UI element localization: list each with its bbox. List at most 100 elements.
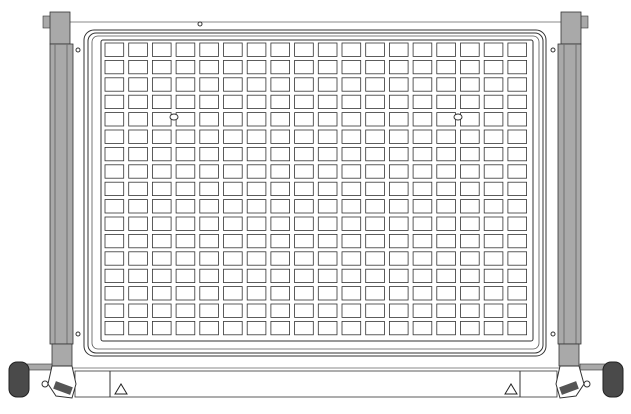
- grid-cell: [317, 42, 338, 57]
- grid-cell: [175, 60, 196, 75]
- grid-cell: [436, 216, 456, 231]
- grid-cell: [151, 146, 172, 162]
- grid-cell: [104, 268, 125, 284]
- cell-grid: [104, 42, 527, 336]
- grid-cell: [507, 112, 527, 127]
- grid-cell: [341, 181, 362, 196]
- grid-cell: [175, 199, 196, 214]
- grid-cell: [365, 164, 385, 179]
- bottom-base: [40, 367, 590, 398]
- grid-cell: [151, 60, 172, 75]
- grid-cell: [483, 216, 504, 231]
- grid-cell: [223, 164, 243, 179]
- side-hole: [75, 47, 81, 53]
- grid-cell: [175, 233, 196, 249]
- grid-cell: [507, 233, 527, 249]
- grid-cell: [223, 112, 243, 127]
- grid-cell: [199, 164, 219, 179]
- grid-cell: [341, 129, 362, 144]
- grid-cell: [151, 94, 172, 109]
- grid-cell: [104, 112, 125, 127]
- grid-cell: [317, 286, 338, 301]
- grid-cell: [104, 286, 125, 301]
- grid-cell: [270, 112, 290, 127]
- grid-cell: [412, 94, 433, 109]
- grid-cell: [151, 164, 172, 179]
- grid-cell: [294, 286, 314, 301]
- grid-cell: [483, 233, 504, 249]
- grid-cell: [341, 286, 362, 301]
- grid-cell: [507, 60, 527, 75]
- grid-cell: [436, 129, 456, 144]
- grid-cell: [151, 42, 172, 57]
- grid-cell: [128, 268, 148, 284]
- grid-cell: [341, 164, 362, 179]
- panel-inner-frame: [100, 39, 534, 342]
- grid-cell: [199, 233, 219, 249]
- grid-cell: [341, 216, 362, 231]
- grid-cell: [460, 94, 480, 109]
- grid-cell: [294, 199, 314, 214]
- grid-cell: [104, 320, 125, 336]
- grid-cell: [388, 77, 409, 92]
- grid-cell: [317, 199, 338, 214]
- grid-cell: [246, 303, 267, 318]
- grid-cell: [412, 129, 433, 144]
- grid-cell: [317, 268, 338, 284]
- grid-cell: [317, 320, 338, 336]
- grid-cell: [412, 164, 433, 179]
- top-hole: [197, 21, 203, 27]
- grid-cell: [246, 129, 267, 144]
- grid-cell: [175, 268, 196, 284]
- grid-cell: [388, 199, 409, 214]
- grid-cell: [436, 164, 456, 179]
- grid-cell: [483, 112, 504, 127]
- grid-cell: [341, 112, 362, 127]
- grid-cell: [507, 199, 527, 214]
- grid-cell: [436, 112, 456, 127]
- grid-cell: [246, 320, 267, 336]
- grid-cell: [507, 164, 527, 179]
- grid-cell: [365, 60, 385, 75]
- grid-cell: [388, 181, 409, 196]
- warning-triangle-icon: [504, 383, 518, 395]
- grid-cell: [104, 164, 125, 179]
- grid-cell: [104, 42, 125, 57]
- grid-cell: [341, 303, 362, 318]
- right-roller: [602, 361, 624, 398]
- grid-cell: [223, 60, 243, 75]
- grid-cell: [199, 146, 219, 162]
- grid-cell: [412, 320, 433, 336]
- grid-cell: [270, 251, 290, 266]
- grid-cell: [294, 181, 314, 196]
- grid-cell: [507, 303, 527, 318]
- grid-cell: [317, 303, 338, 318]
- grid-cell: [483, 146, 504, 162]
- grid-cell: [199, 268, 219, 284]
- grid-cell: [199, 42, 219, 57]
- grid-cell: [341, 42, 362, 57]
- grid-cell: [223, 129, 243, 144]
- grid-cell: [175, 303, 196, 318]
- grid-cell: [507, 77, 527, 92]
- grid-cell: [175, 77, 196, 92]
- grid-cell: [199, 303, 219, 318]
- grid-cell: [388, 60, 409, 75]
- grid-cell: [294, 268, 314, 284]
- grid-cell: [460, 286, 480, 301]
- grid-cell: [246, 77, 267, 92]
- grid-cell: [507, 181, 527, 196]
- grid-cell: [507, 94, 527, 109]
- grid-cell: [436, 77, 456, 92]
- grid-cell: [388, 146, 409, 162]
- grid-cell: [365, 199, 385, 214]
- grid-cell: [128, 42, 148, 57]
- grid-cell: [199, 251, 219, 266]
- grid-cell: [151, 129, 172, 144]
- grid-cell: [365, 181, 385, 196]
- grid-cell: [270, 303, 290, 318]
- grid-cell: [341, 251, 362, 266]
- grid-cell: [199, 216, 219, 231]
- left-post: [42, 11, 74, 367]
- grid-cell: [151, 77, 172, 92]
